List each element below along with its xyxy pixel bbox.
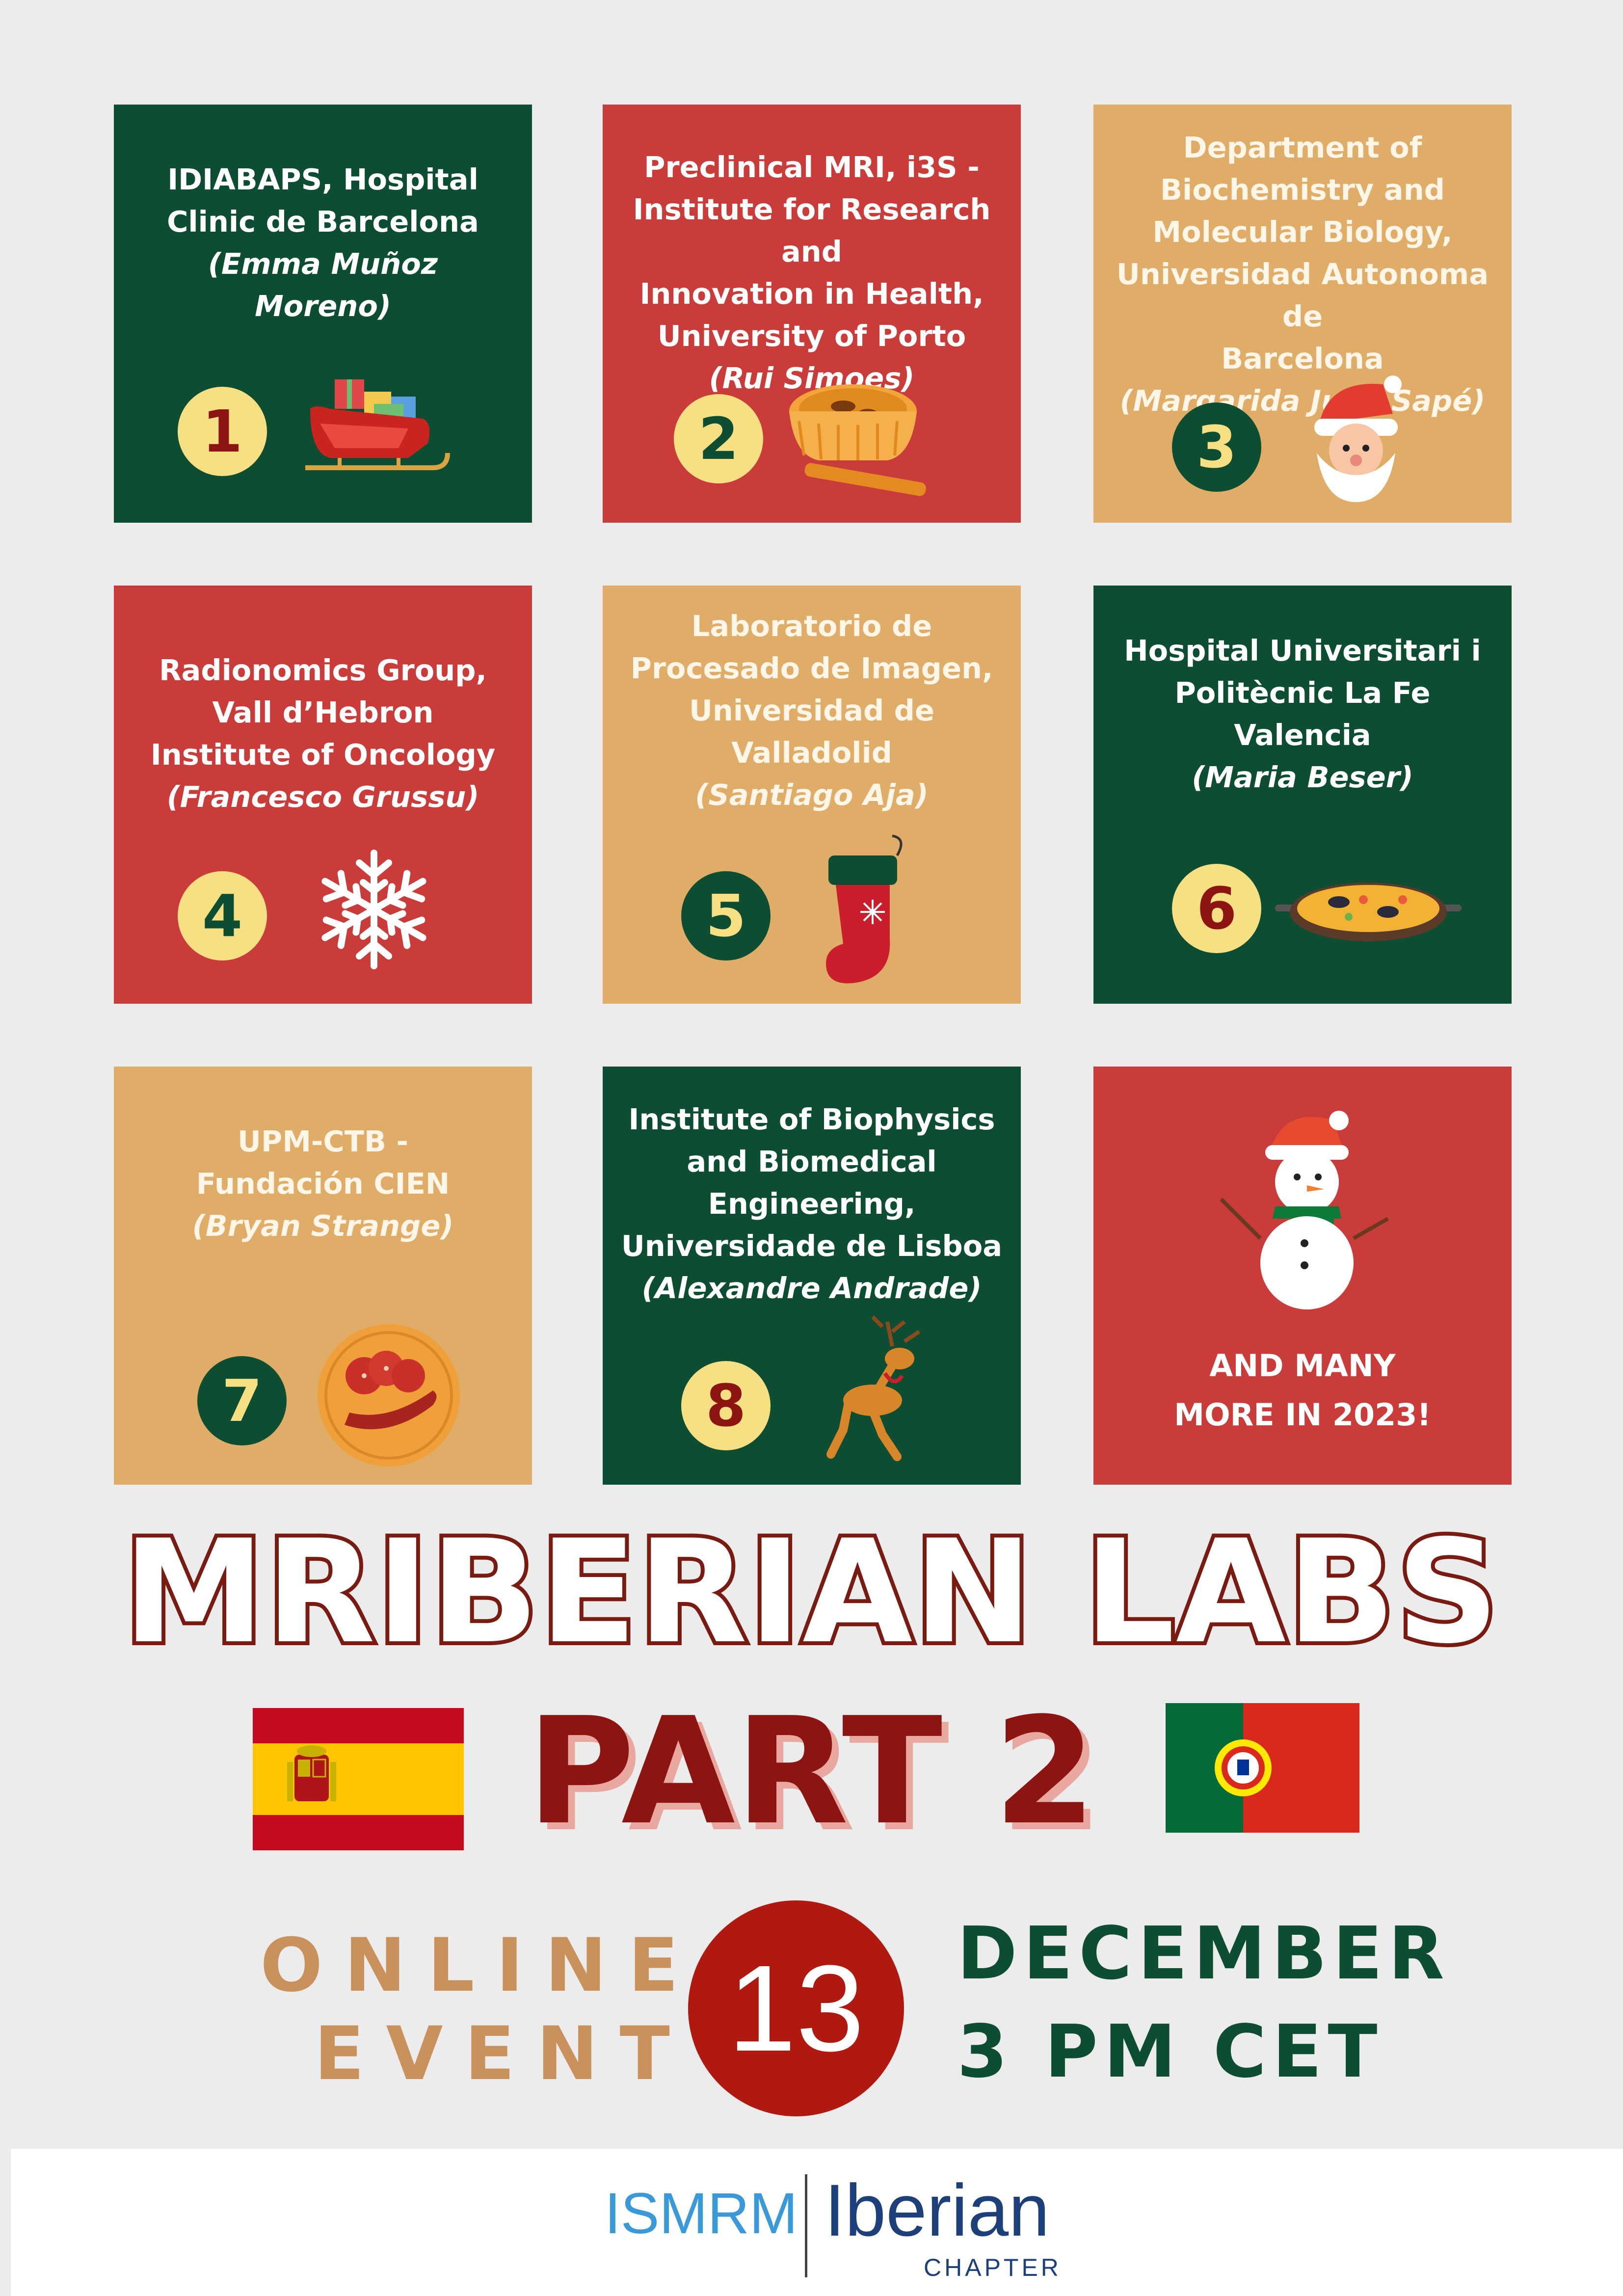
event-time: 3 PM CET xyxy=(957,2009,1384,2094)
lab-card-5-text: Laboratorio de Procesado de Imagen, Univ… xyxy=(617,605,1006,816)
lab-contact: (Alexandre Andrade) xyxy=(641,1271,982,1305)
lab-card-more: AND MANY MORE IN 2023! xyxy=(1093,1067,1512,1485)
lab-card-8: Institute of Biophysics and Biomedical E… xyxy=(603,1067,1021,1485)
lab-card-6: Hospital Universitari i Politècnic La Fe… xyxy=(1093,586,1512,1004)
lab-name-line: UPM-CTB - xyxy=(238,1124,408,1158)
lab-card-2-text: Preclinical MRI, i3S - Institute for Res… xyxy=(617,146,1006,400)
lab-name-line: Laboratorio de xyxy=(691,609,932,643)
stocking-icon xyxy=(826,834,903,984)
snowflake-icon xyxy=(310,850,438,973)
lab-name-line: Hospital Universitari i xyxy=(1124,634,1481,667)
lab-contact: (Emma Muñoz xyxy=(208,247,438,281)
santa-icon xyxy=(1314,375,1402,502)
lab-name-line: Molecular Biology, xyxy=(1152,215,1453,249)
lab-name-line: Institute of Biophysics xyxy=(628,1102,995,1136)
more-line: MORE IN 2023! xyxy=(1174,1397,1431,1433)
lab-number-badge: 3 xyxy=(1172,402,1261,492)
lab-contact: (Santiago Aja) xyxy=(695,778,929,812)
lab-number-badge: 4 xyxy=(178,871,267,961)
spain-flag-icon xyxy=(253,1708,464,1850)
lab-name-line: Barcelona xyxy=(1221,342,1384,375)
lab-name-line: Valencia xyxy=(1234,718,1371,752)
lab-card-2: Preclinical MRI, i3S - Institute for Res… xyxy=(603,105,1021,523)
lab-number-badge: 1 xyxy=(178,387,267,476)
chorizo-icon xyxy=(318,1324,460,1467)
event-month: DECEMBER xyxy=(957,1911,1450,1996)
lab-name-line: Procesado de Imagen, xyxy=(630,651,993,685)
lab-card-3: Department of Biochemistry and Molecular… xyxy=(1093,105,1512,523)
lab-card-3-text: Department of Biochemistry and Molecular… xyxy=(1108,127,1497,422)
event-day-circle: 13 xyxy=(688,1900,904,2116)
footer xyxy=(11,2149,1623,2296)
lab-contact: (Bryan Strange) xyxy=(192,1209,454,1243)
lab-number-badge: 7 xyxy=(197,1356,287,1445)
lab-name-line: Clinic de Barcelona xyxy=(167,205,479,239)
lab-name-line: University of Porto xyxy=(657,319,966,353)
lab-number-badge: 8 xyxy=(681,1361,771,1450)
lab-name-line: Radionomics Group, xyxy=(159,653,487,687)
lab-card-4: Radionomics Group, Vall d’Hebron Institu… xyxy=(114,586,532,1004)
lab-contact: (Margarida Julia Sapé) xyxy=(1119,384,1486,418)
ismrm-logo-text: ISMRM xyxy=(605,2181,798,2246)
lab-card-8-text: Institute of Biophysics and Biomedical E… xyxy=(617,1098,1006,1309)
lab-name-line: Biochemistry and xyxy=(1160,173,1445,207)
lab-card-more-text: AND MANY MORE IN 2023! xyxy=(1108,1341,1497,1440)
lab-name-line: Vall d’Hebron xyxy=(212,695,434,729)
logo-divider xyxy=(805,2174,807,2277)
event-label: EVENT xyxy=(314,2011,692,2097)
lab-contact: (Francesco Grussu) xyxy=(166,780,479,814)
lab-name-line: Institute for Research and xyxy=(633,192,991,268)
lab-card-7: UPM-CTB - Fundación CIEN (Bryan Strange)… xyxy=(114,1067,532,1485)
chapter-label: CHAPTER xyxy=(924,2254,1062,2281)
event-date-time: DECEMBER 3 PM CET xyxy=(957,1904,1450,2101)
lab-card-4-text: Radionomics Group, Vall d’Hebron Institu… xyxy=(129,649,517,818)
lab-name-line: Politècnic La Fe xyxy=(1174,676,1431,710)
iberian-logo-text: Iberian xyxy=(825,2169,1050,2251)
lab-card-1-text: IDIABAPS, Hospital Clinic de Barcelona (… xyxy=(129,159,517,327)
lab-card-1: IDIABAPS, Hospital Clinic de Barcelona (… xyxy=(114,105,532,523)
lab-name-line: and Biomedical xyxy=(687,1145,937,1178)
lab-name-line: Engineering, xyxy=(708,1187,916,1221)
lab-contact: (Maria Beser) xyxy=(1192,760,1413,794)
portugal-flag-icon xyxy=(1166,1703,1359,1833)
lab-number-badge: 6 xyxy=(1172,864,1261,953)
sleigh-icon xyxy=(305,379,450,470)
lab-name-line: Fundación CIEN xyxy=(196,1167,450,1201)
lab-number-badge: 2 xyxy=(674,394,763,483)
lab-name-line: Universidad Autonoma de xyxy=(1116,257,1489,333)
lab-card-6-text: Hospital Universitari i Politècnic La Fe… xyxy=(1108,630,1497,799)
lab-name-line: Innovation in Health, xyxy=(639,277,984,311)
lab-card-5: Laboratorio de Procesado de Imagen, Univ… xyxy=(603,586,1021,1004)
lab-name-line: Valladolid xyxy=(731,736,892,770)
custard-tart-icon xyxy=(789,384,926,496)
lab-number-badge: 5 xyxy=(681,871,771,961)
event-title: MRIBERIAN LABS xyxy=(119,1508,1503,1678)
lab-contact: Moreno) xyxy=(255,289,391,323)
paella-icon xyxy=(1275,882,1462,941)
lab-name-line: Department of xyxy=(1183,131,1422,164)
lab-card-7-text: UPM-CTB - Fundación CIEN (Bryan Strange) xyxy=(129,1121,517,1247)
event-subtitle: PART 2 xyxy=(527,1686,1096,1857)
reindeer-icon xyxy=(826,1315,921,1461)
lab-name-line: IDIABAPS, Hospital xyxy=(167,162,479,196)
snowman-icon xyxy=(1220,1111,1389,1309)
lab-name-line: Universidad de xyxy=(689,694,935,727)
lab-name-line: Institute of Oncology xyxy=(150,738,496,772)
lab-name-line: Preclinical MRI, i3S - xyxy=(644,150,980,184)
more-line: AND MANY xyxy=(1209,1348,1396,1384)
online-label: ONLINE xyxy=(260,1923,700,2008)
lab-name-line: Universidade de Lisboa xyxy=(621,1229,1003,1263)
